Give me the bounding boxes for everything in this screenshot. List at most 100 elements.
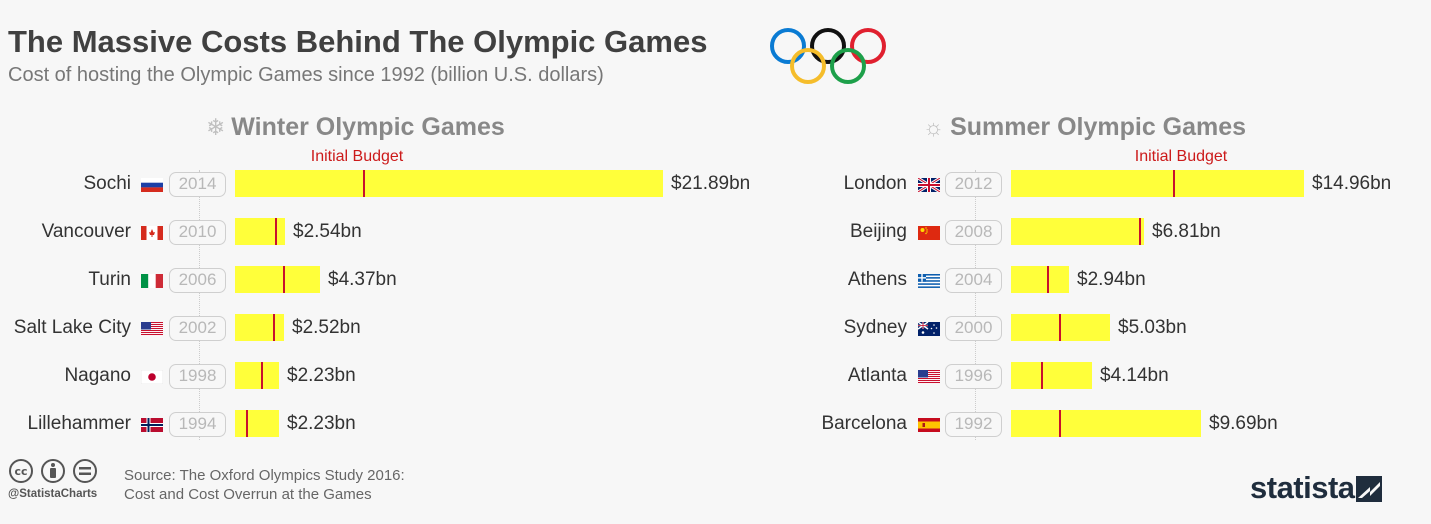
initial-budget-marker xyxy=(246,410,248,437)
city-label-wrap: London xyxy=(715,170,907,200)
city-label-wrap: Nagano xyxy=(0,362,131,392)
year-guide-line xyxy=(199,170,200,440)
city-label: Sochi xyxy=(83,173,131,194)
bar-row: Vancouver 2010 $2.54bn xyxy=(0,218,700,248)
source-note: Source: The Oxford Olympics Study 2016: … xyxy=(124,466,405,504)
statista-mark-icon xyxy=(1356,476,1382,502)
city-label: London xyxy=(843,173,907,194)
summer-games-panel: ☼ Summer Olympic Games Initial Budget Lon… xyxy=(715,110,1415,450)
year-guide-line xyxy=(975,170,976,440)
initial-budget-marker xyxy=(261,362,263,389)
statista-wordmark: statista xyxy=(1250,470,1355,505)
year-badge: 2014 xyxy=(169,172,226,197)
initial-budget-marker xyxy=(363,170,365,197)
value-label: $14.96bn xyxy=(1312,173,1392,194)
source-line-2: Cost and Cost Overrun at the Games xyxy=(124,486,372,503)
uk-flag xyxy=(917,176,941,194)
japan-flag xyxy=(140,369,164,385)
svg-text:cc: cc xyxy=(14,465,27,478)
bar-row: Sydney 2000 $5.03bn xyxy=(715,314,1415,344)
cost-bar xyxy=(1011,170,1304,197)
city-label-wrap: Turin xyxy=(0,266,131,296)
cost-bar xyxy=(235,266,320,293)
year-badge: 2002 xyxy=(169,316,226,341)
city-label: Atlanta xyxy=(847,365,907,386)
summer-panel-title-text: Summer Olympic Games xyxy=(950,113,1247,141)
nd-icon xyxy=(73,459,97,483)
spain-flag xyxy=(918,418,940,432)
initial-budget-marker xyxy=(1041,362,1043,389)
source-line-1: Source: The Oxford Olympics Study 2016: xyxy=(124,467,405,484)
winter-panel-title-text: Winter Olympic Games xyxy=(231,113,505,141)
value-label: $2.23bn xyxy=(287,365,356,386)
year-badge: 1994 xyxy=(169,412,226,437)
by-icon xyxy=(41,459,65,483)
value-label: $2.94bn xyxy=(1077,269,1146,290)
statista-logo: statista xyxy=(1250,470,1382,505)
initial-budget-marker xyxy=(275,218,277,245)
initial-budget-label: Initial Budget xyxy=(1134,148,1228,165)
bar-row: Lillehammer 1994 $2.23bn xyxy=(0,410,700,440)
value-label: $2.54bn xyxy=(293,221,362,242)
bar-row: London 2012 $14.96bn xyxy=(715,170,1415,200)
city-label: Lillehammer xyxy=(27,413,131,434)
canada-flag xyxy=(141,226,163,240)
year-badge: 2004 xyxy=(945,268,1002,293)
initial-budget-label: Initial Budget xyxy=(310,148,404,165)
winter-games-panel: ❄ Winter Olympic Games Initial Budget Soc… xyxy=(0,110,750,450)
chart-title: The Massive Costs Behind The Olympic Gam… xyxy=(8,24,708,59)
cost-bar xyxy=(1011,266,1069,293)
city-label: Vancouver xyxy=(41,221,131,242)
year-badge: 1992 xyxy=(945,412,1002,437)
russia-flag xyxy=(141,178,163,192)
city-label-wrap: Sydney xyxy=(715,314,907,344)
value-label: $5.03bn xyxy=(1118,317,1187,338)
australia-flag xyxy=(917,321,940,336)
value-label: $21.89bn xyxy=(671,173,751,194)
initial-budget-marker xyxy=(283,266,285,293)
chart-subtitle: Cost of hosting the Olympic Games since … xyxy=(8,64,604,86)
city-label: Athens xyxy=(847,269,907,290)
cost-bar xyxy=(235,362,279,389)
city-label-wrap: Salt Lake City xyxy=(0,314,131,344)
cost-bar xyxy=(1011,362,1092,389)
italy-flag xyxy=(141,274,163,288)
olympic-rings-icon xyxy=(770,28,886,84)
city-label-wrap: Beijing xyxy=(715,218,907,248)
city-label: Sydney xyxy=(843,317,907,338)
bar-row: Beijing 2008 $6.81bn xyxy=(715,218,1415,248)
value-label: $4.37bn xyxy=(328,269,397,290)
city-label: Beijing xyxy=(849,221,907,242)
summer-panel-title: ☼ Summer Olympic Games xyxy=(923,113,1246,142)
city-label-wrap: Lillehammer xyxy=(0,410,131,440)
year-badge: 2012 xyxy=(945,172,1002,197)
winter-panel-title: ❄ Winter Olympic Games xyxy=(206,113,505,142)
year-badge: 1998 xyxy=(169,364,226,389)
norway-flag xyxy=(141,418,163,432)
usa-flag xyxy=(141,322,163,336)
value-label: $2.23bn xyxy=(287,413,356,434)
greece-flag xyxy=(918,274,940,288)
bar-row: Atlanta 1996 $4.14bn xyxy=(715,362,1415,392)
bar-row: Athens 2004 $2.94bn xyxy=(715,266,1415,296)
china-flag xyxy=(918,226,940,240)
sun-icon: ☼ xyxy=(923,114,945,140)
usa-flag xyxy=(918,370,940,384)
year-badge: 2006 xyxy=(169,268,226,293)
cost-bar xyxy=(1011,218,1144,245)
initial-budget-marker xyxy=(1047,266,1049,293)
city-label: Nagano xyxy=(64,365,131,386)
year-badge: 2010 xyxy=(169,220,226,245)
city-label-wrap: Vancouver xyxy=(0,218,131,248)
initial-budget-marker xyxy=(1059,410,1061,437)
city-label: Barcelona xyxy=(821,413,907,434)
bar-row: Sochi 2014 $21.89bn xyxy=(0,170,750,200)
initial-budget-marker xyxy=(1059,314,1061,341)
statista-handle: @StatistaCharts xyxy=(8,488,98,500)
cost-bar xyxy=(235,170,663,197)
city-label-wrap: Atlanta xyxy=(715,362,907,392)
year-badge: 1996 xyxy=(945,364,1002,389)
initial-budget-marker xyxy=(1173,170,1175,197)
city-label: Turin xyxy=(88,269,131,290)
city-label: Salt Lake City xyxy=(13,317,131,338)
